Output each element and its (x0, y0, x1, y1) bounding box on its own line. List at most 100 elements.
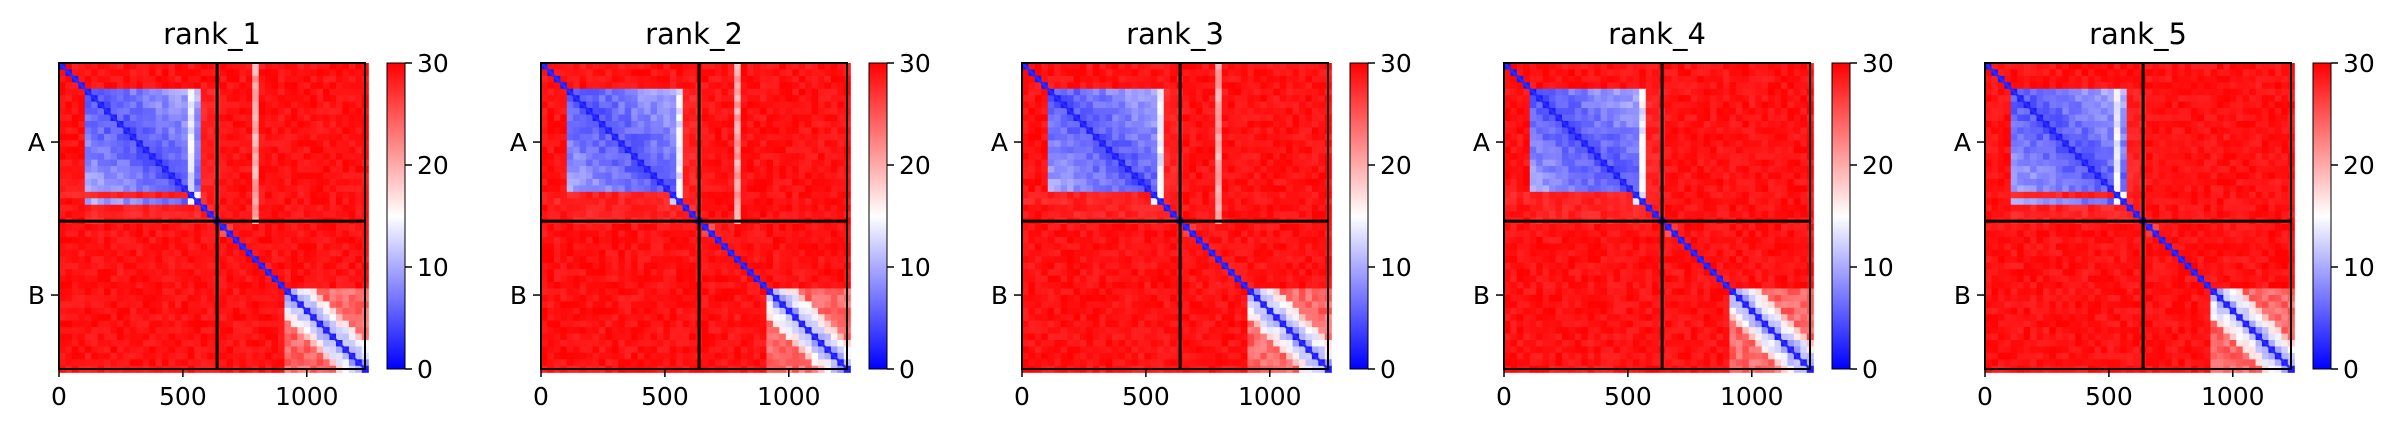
heatmap-cell (772, 82, 780, 90)
heatmap-cell (323, 191, 331, 199)
heatmap-cell (573, 333, 581, 341)
heatmap-cell (541, 75, 549, 83)
heatmap-cell (637, 120, 645, 129)
heatmap-cell (129, 224, 137, 232)
heatmap-cell (278, 352, 286, 360)
heatmap-cell (598, 185, 607, 193)
heatmap-cell (59, 352, 67, 360)
heatmap-cell (336, 346, 344, 354)
heatmap-cell (573, 204, 581, 212)
heatmap-cell (624, 178, 632, 186)
heatmap-cell (837, 236, 845, 244)
heatmap-cell (541, 282, 549, 290)
heatmap-cell (811, 127, 819, 135)
heatmap-cell (323, 243, 331, 251)
heatmap-cell (245, 243, 253, 251)
heatmap-cell (297, 133, 305, 141)
heatmap-cell (1241, 75, 1249, 83)
heatmap-cell (129, 288, 137, 296)
heatmap-cell (624, 230, 632, 238)
heatmap-cell (837, 153, 845, 161)
heatmap-cell (766, 153, 774, 161)
heatmap-cell (1215, 88, 1223, 96)
heatmap-cell (310, 204, 318, 212)
heatmap-cell (1099, 101, 1107, 109)
heatmap-frame (58, 62, 366, 370)
heatmap-cell (541, 224, 549, 232)
heatmap-cell (187, 327, 195, 335)
heatmap-cell (168, 159, 176, 167)
heatmap-cell (174, 198, 182, 206)
heatmap-cell (59, 333, 67, 341)
heatmap-cell (611, 307, 619, 315)
heatmap-cell (323, 172, 331, 180)
heatmap-cell (663, 120, 671, 129)
heatmap-cell (303, 340, 311, 348)
heatmap-cell (644, 82, 652, 90)
heatmap-cell (785, 146, 793, 154)
heatmap-cell (174, 340, 182, 348)
heatmap-cell (714, 63, 722, 71)
heatmap-cell (644, 88, 652, 96)
heatmap-cell (566, 230, 574, 238)
heatmap-cell (123, 262, 131, 270)
heatmap-cell (149, 359, 157, 367)
heatmap-cell (342, 153, 350, 161)
heatmap-cell (560, 172, 568, 180)
heatmap-cell (1054, 63, 1062, 71)
heatmap-cell (702, 288, 710, 296)
heatmap-cell (798, 211, 806, 219)
heatmap-cell (149, 224, 157, 232)
heatmap-cell (734, 82, 742, 90)
heatmap-cell (284, 262, 292, 270)
heatmap-cell (226, 88, 234, 96)
heatmap-cell (805, 352, 813, 360)
heatmap-cell (592, 95, 600, 103)
heatmap-cell (837, 120, 845, 129)
heatmap-cell (239, 269, 247, 277)
heatmap-cell (187, 320, 195, 328)
heatmap-cell (1118, 95, 1126, 103)
heatmap-cell (91, 294, 99, 302)
heatmap-cell (91, 352, 99, 360)
heatmap-cell (329, 352, 337, 360)
heatmap-cell (644, 294, 652, 302)
heatmap-cell (316, 249, 324, 257)
heatmap-cell (239, 340, 247, 348)
heatmap-cell (772, 224, 780, 232)
heatmap-cell (323, 275, 331, 283)
heatmap-cell (207, 359, 215, 367)
heatmap-cell (129, 327, 137, 335)
heatmap-cell (129, 101, 137, 109)
heatmap-cell (323, 262, 331, 270)
heatmap-cell (104, 327, 112, 335)
heatmap-cell (278, 166, 286, 174)
heatmap-cell (605, 140, 613, 148)
heatmap-cell (586, 140, 594, 148)
heatmap-cell (560, 352, 568, 360)
heatmap-cell (168, 185, 176, 193)
heatmap-cell (136, 166, 144, 174)
heatmap-cell (650, 146, 658, 154)
heatmap-cell (123, 327, 131, 335)
heatmap-cell (837, 327, 845, 335)
heatmap-cell (290, 88, 298, 96)
heatmap-cell (245, 185, 253, 193)
heatmap-cell (226, 75, 234, 83)
heatmap-cell (355, 352, 363, 360)
heatmap-cell (220, 307, 228, 315)
heatmap-cell (573, 178, 581, 186)
heatmap-cell (168, 236, 176, 244)
heatmap-cell (155, 75, 163, 83)
heatmap-cell (792, 69, 800, 77)
heatmap-cell (91, 282, 99, 290)
heatmap-cell (566, 75, 574, 83)
heatmap-cell (753, 127, 761, 135)
heatmap-cell (611, 120, 619, 129)
heatmap-cell (271, 249, 279, 257)
heatmap-cell (624, 69, 632, 77)
heatmap-cell (676, 63, 684, 71)
heatmap-cell (689, 301, 697, 309)
heatmap-cell (598, 224, 607, 232)
heatmap-cell (760, 204, 768, 212)
